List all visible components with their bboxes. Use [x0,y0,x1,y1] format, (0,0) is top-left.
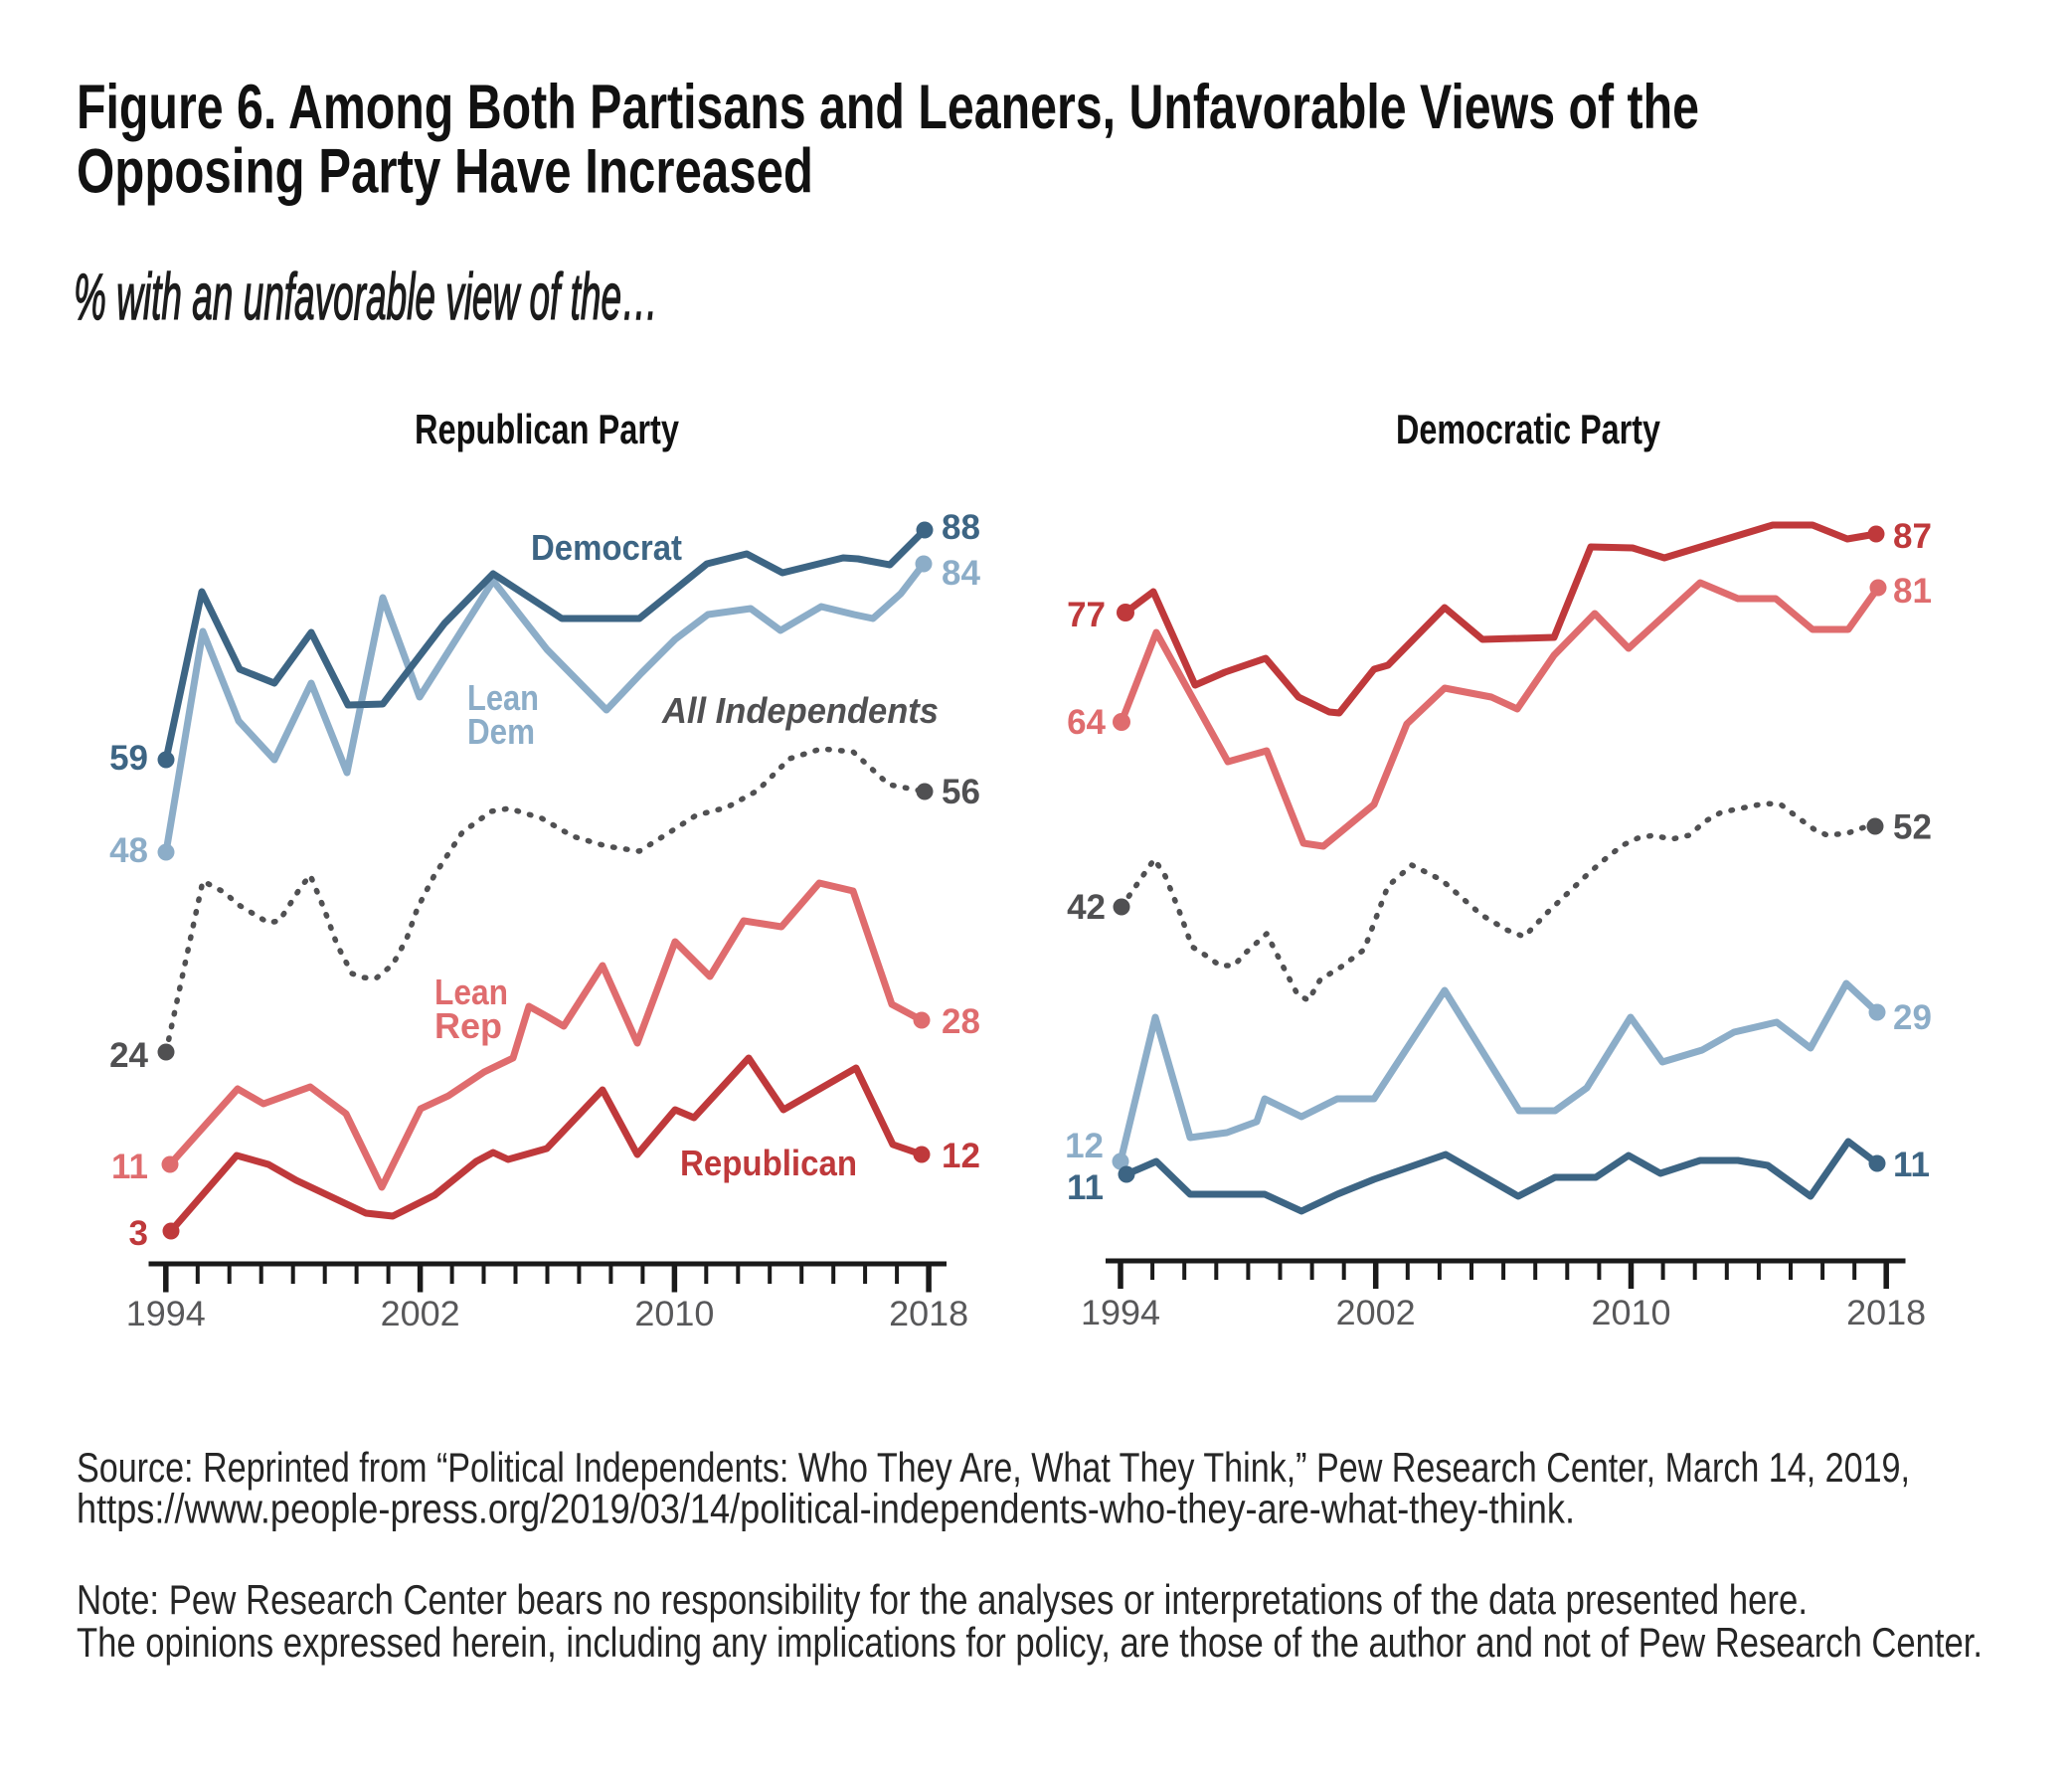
svg-text:29: 29 [1893,998,1932,1037]
svg-text:2018: 2018 [889,1295,968,1333]
svg-text:2018: 2018 [1846,1294,1926,1332]
svg-text:11: 11 [1893,1146,1930,1184]
svg-text:% with an unfavorable view of: % with an unfavorable view of the… [74,260,658,333]
svg-text:12: 12 [1065,1127,1104,1165]
svg-text:2010: 2010 [634,1295,714,1333]
svg-text:64: 64 [1067,703,1106,742]
svg-text:56: 56 [942,773,980,811]
svg-text:Source: Reprinted from “Politi: Source: Reprinted from “Political Indepe… [77,1444,1910,1491]
svg-text:The opinions expressed herein,: The opinions expressed herein, including… [77,1619,1983,1666]
svg-text:24: 24 [109,1036,148,1075]
svg-text:28: 28 [942,1002,980,1041]
svg-text:1994: 1994 [126,1295,206,1333]
svg-text:Democrat: Democrat [531,527,682,568]
svg-text:88: 88 [942,508,980,547]
svg-text:Republican Party: Republican Party [415,406,679,452]
svg-text:12: 12 [942,1137,980,1175]
svg-text:Lean: Lean [434,972,508,1012]
svg-text:Figure 6. Among Both Partisans: Figure 6. Among Both Partisans and Leane… [77,73,1699,142]
svg-text:Rep: Rep [434,1005,502,1046]
svg-text:https://www.people-press.org/2: https://www.people-press.org/2019/03/14/… [77,1486,1575,1532]
svg-text:Lean: Lean [467,677,539,718]
svg-text:81: 81 [1893,572,1932,611]
svg-text:59: 59 [109,739,148,778]
svg-text:Democratic Party: Democratic Party [1396,406,1660,452]
svg-text:48: 48 [109,831,148,870]
svg-text:Opposing Party Have Increased: Opposing Party Have Increased [77,137,813,207]
svg-text:42: 42 [1067,888,1106,927]
svg-text:Dem: Dem [467,711,535,752]
svg-text:2010: 2010 [1592,1294,1671,1332]
svg-text:52: 52 [1893,808,1932,847]
svg-text:All Independents: All Independents [661,690,939,731]
svg-text:87: 87 [1893,517,1932,556]
svg-text:77: 77 [1067,596,1106,634]
svg-text:1994: 1994 [1081,1294,1160,1332]
svg-text:84: 84 [942,554,980,593]
svg-text:11: 11 [1067,1168,1104,1207]
svg-text:2002: 2002 [381,1295,460,1333]
svg-text:3: 3 [129,1214,148,1253]
svg-text:Republican: Republican [680,1143,857,1183]
svg-text:2002: 2002 [1336,1294,1416,1332]
svg-text:11: 11 [111,1148,148,1186]
svg-text:Note: Pew Research Center bear: Note: Pew Research Center bears no respo… [77,1576,1808,1623]
